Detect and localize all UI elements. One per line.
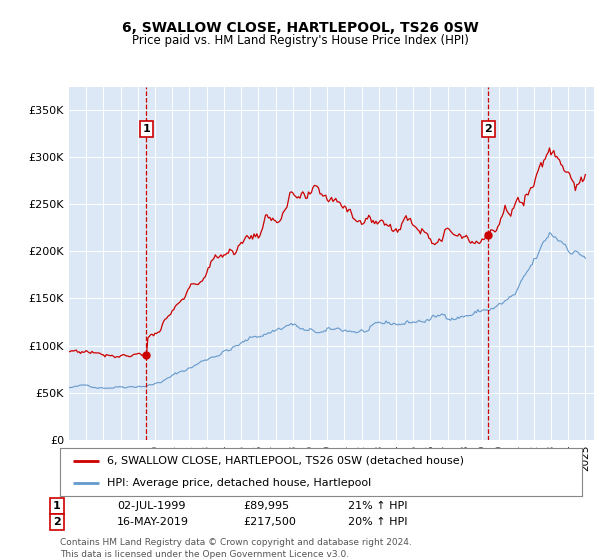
Text: 20% ↑ HPI: 20% ↑ HPI — [348, 517, 407, 527]
Text: Contains HM Land Registry data © Crown copyright and database right 2024.
This d: Contains HM Land Registry data © Crown c… — [60, 538, 412, 559]
Text: 16-MAY-2019: 16-MAY-2019 — [117, 517, 189, 527]
Text: 2: 2 — [485, 124, 493, 134]
Text: 02-JUL-1999: 02-JUL-1999 — [117, 501, 185, 511]
Text: £217,500: £217,500 — [243, 517, 296, 527]
Text: £89,995: £89,995 — [243, 501, 289, 511]
Text: HPI: Average price, detached house, Hartlepool: HPI: Average price, detached house, Hart… — [107, 478, 371, 488]
Text: 21% ↑ HPI: 21% ↑ HPI — [348, 501, 407, 511]
Text: 1: 1 — [143, 124, 151, 134]
Text: 1: 1 — [53, 501, 61, 511]
Text: 2: 2 — [53, 517, 61, 527]
Text: 6, SWALLOW CLOSE, HARTLEPOOL, TS26 0SW (detached house): 6, SWALLOW CLOSE, HARTLEPOOL, TS26 0SW (… — [107, 456, 464, 466]
Text: 6, SWALLOW CLOSE, HARTLEPOOL, TS26 0SW: 6, SWALLOW CLOSE, HARTLEPOOL, TS26 0SW — [122, 21, 478, 35]
Text: Price paid vs. HM Land Registry's House Price Index (HPI): Price paid vs. HM Land Registry's House … — [131, 34, 469, 46]
